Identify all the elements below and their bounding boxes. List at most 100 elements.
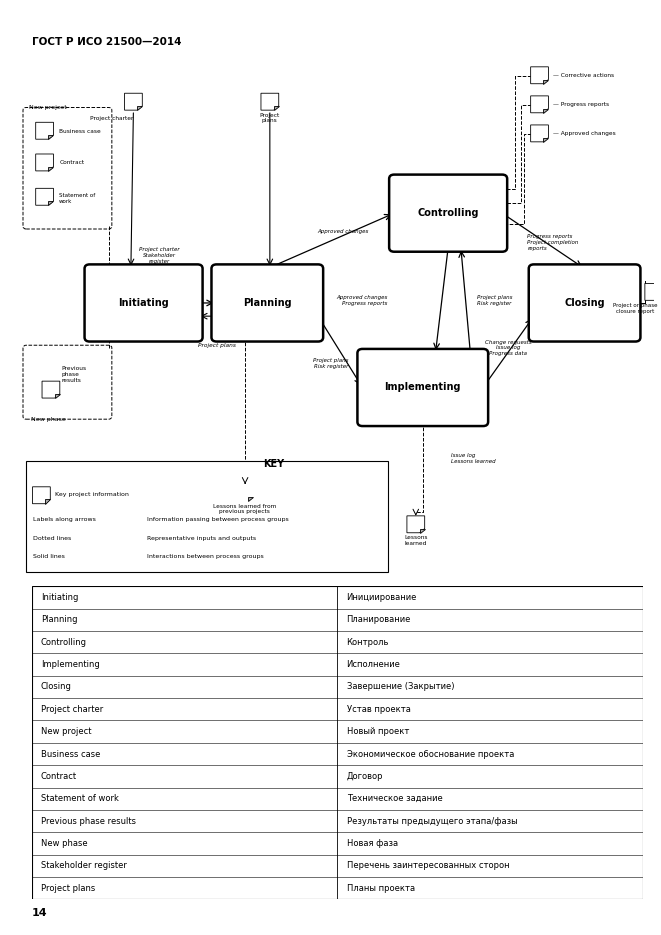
Polygon shape — [531, 66, 549, 84]
Text: New project: New project — [29, 105, 67, 110]
Text: Business case: Business case — [41, 750, 100, 758]
Polygon shape — [274, 106, 279, 110]
Text: Договор: Договор — [346, 772, 383, 781]
FancyBboxPatch shape — [212, 265, 323, 341]
Text: Project charter: Project charter — [41, 705, 103, 713]
Text: Техническое задание: Техническое задание — [346, 795, 442, 803]
Polygon shape — [45, 499, 50, 504]
Text: Interactions between process groups: Interactions between process groups — [147, 554, 264, 559]
Bar — [26, 462, 388, 572]
Text: Approved changes: Approved changes — [318, 229, 369, 234]
Polygon shape — [48, 166, 54, 171]
Text: Dotted lines: Dotted lines — [32, 536, 71, 540]
Text: New phase: New phase — [41, 839, 87, 848]
Polygon shape — [55, 394, 59, 398]
Text: — Corrective actions: — Corrective actions — [553, 73, 614, 79]
Text: Stakeholder register: Stakeholder register — [41, 861, 127, 870]
Text: Project charter: Project charter — [90, 116, 134, 121]
Polygon shape — [36, 154, 54, 171]
Text: Initiating: Initiating — [41, 593, 78, 602]
Text: Исполнение: Исполнение — [346, 660, 401, 669]
Polygon shape — [249, 496, 253, 501]
Polygon shape — [235, 484, 253, 501]
Text: Project plans
Risk register: Project plans Risk register — [477, 295, 512, 306]
Text: Key project information: Key project information — [55, 492, 129, 497]
Text: Инициирование: Инициирование — [346, 593, 417, 602]
Text: Representative inputs and outputs: Representative inputs and outputs — [147, 536, 256, 540]
Text: Previous phase results: Previous phase results — [41, 816, 136, 826]
Text: Controlling: Controlling — [41, 638, 87, 647]
Polygon shape — [420, 528, 424, 533]
Text: Statement of work: Statement of work — [41, 795, 119, 803]
Polygon shape — [261, 94, 279, 110]
Text: Information passing between process groups: Information passing between process grou… — [147, 517, 288, 522]
Text: Завершение (Закрытие): Завершение (Закрытие) — [346, 683, 454, 691]
Text: Экономическое обоснование проекта: Экономическое обоснование проекта — [346, 750, 514, 758]
Text: 14: 14 — [32, 908, 48, 918]
Polygon shape — [36, 122, 54, 139]
Text: Lessons
learned: Lessons learned — [404, 535, 428, 546]
Text: Previous
phase
results: Previous phase results — [61, 366, 86, 382]
Text: Перечень заинтересованных сторон: Перечень заинтересованных сторон — [346, 861, 509, 870]
Text: Project plans: Project plans — [41, 884, 95, 893]
Polygon shape — [543, 79, 549, 84]
Polygon shape — [48, 135, 54, 139]
Text: Результаты предыдущего этапа/фазы: Результаты предыдущего этапа/фазы — [346, 816, 518, 826]
FancyBboxPatch shape — [23, 345, 112, 419]
Text: Planning: Planning — [243, 298, 292, 308]
Text: Планы проекта: Планы проекта — [346, 884, 414, 893]
Text: New phase: New phase — [31, 417, 65, 422]
Polygon shape — [36, 188, 54, 205]
Polygon shape — [543, 108, 549, 113]
Polygon shape — [137, 106, 142, 110]
Text: Implementing: Implementing — [385, 382, 461, 393]
Polygon shape — [543, 137, 549, 142]
FancyBboxPatch shape — [389, 175, 507, 252]
Text: Project plans: Project plans — [198, 343, 235, 348]
Polygon shape — [42, 381, 59, 398]
Text: Новый проект: Новый проект — [346, 727, 409, 736]
FancyBboxPatch shape — [529, 265, 641, 341]
Text: ГОСТ Р ИСО 21500—2014: ГОСТ Р ИСО 21500—2014 — [32, 37, 181, 48]
Text: Новая фаза: Новая фаза — [346, 839, 398, 848]
Text: KEY: KEY — [263, 459, 284, 469]
Polygon shape — [407, 516, 424, 533]
Text: Solid lines: Solid lines — [32, 554, 64, 559]
Text: Approved changes
Progress reports: Approved changes Progress reports — [336, 295, 388, 306]
Text: Contract: Contract — [41, 772, 77, 781]
Text: — Approved changes: — Approved changes — [553, 132, 615, 137]
Text: New project: New project — [41, 727, 91, 736]
Polygon shape — [531, 125, 549, 142]
FancyBboxPatch shape — [358, 349, 488, 426]
Polygon shape — [32, 487, 50, 504]
Text: Планирование: Планирование — [346, 615, 411, 625]
Polygon shape — [48, 201, 54, 205]
Text: Contract: Contract — [59, 161, 85, 165]
Text: — Progress reports: — Progress reports — [553, 102, 609, 108]
Text: Closing: Closing — [564, 298, 605, 308]
Polygon shape — [645, 283, 661, 300]
Text: Контроль: Контроль — [346, 638, 389, 647]
Text: Business case: Business case — [59, 129, 101, 134]
Text: Project charter
Stakeholder
register: Project charter Stakeholder register — [139, 247, 180, 264]
Text: Change requests
Issue log
Progress data: Change requests Issue log Progress data — [485, 339, 532, 356]
Text: Planning: Planning — [41, 615, 77, 625]
Text: Statement of
work: Statement of work — [59, 194, 95, 204]
Text: Устав проекта: Устав проекта — [346, 705, 410, 713]
FancyBboxPatch shape — [23, 108, 112, 229]
Text: Project or phase
closure report: Project or phase closure report — [613, 303, 658, 313]
Polygon shape — [531, 96, 549, 113]
Text: Progress reports
Project completion
reports: Progress reports Project completion repo… — [527, 234, 579, 251]
Text: Labels along arrows: Labels along arrows — [32, 517, 95, 522]
Text: Initiating: Initiating — [118, 298, 169, 308]
Text: Lessons learned from
previous projects: Lessons learned from previous projects — [213, 504, 276, 514]
Polygon shape — [658, 296, 661, 300]
FancyBboxPatch shape — [85, 265, 202, 341]
Text: Implementing: Implementing — [41, 660, 100, 669]
Text: Project
plans: Project plans — [260, 112, 280, 123]
Text: Issue log
Lessons learned: Issue log Lessons learned — [451, 453, 496, 464]
Text: Project plans
Risk register: Project plans Risk register — [313, 358, 348, 369]
Polygon shape — [124, 94, 142, 110]
Text: Closing: Closing — [41, 683, 72, 691]
Text: Controlling: Controlling — [417, 209, 479, 218]
